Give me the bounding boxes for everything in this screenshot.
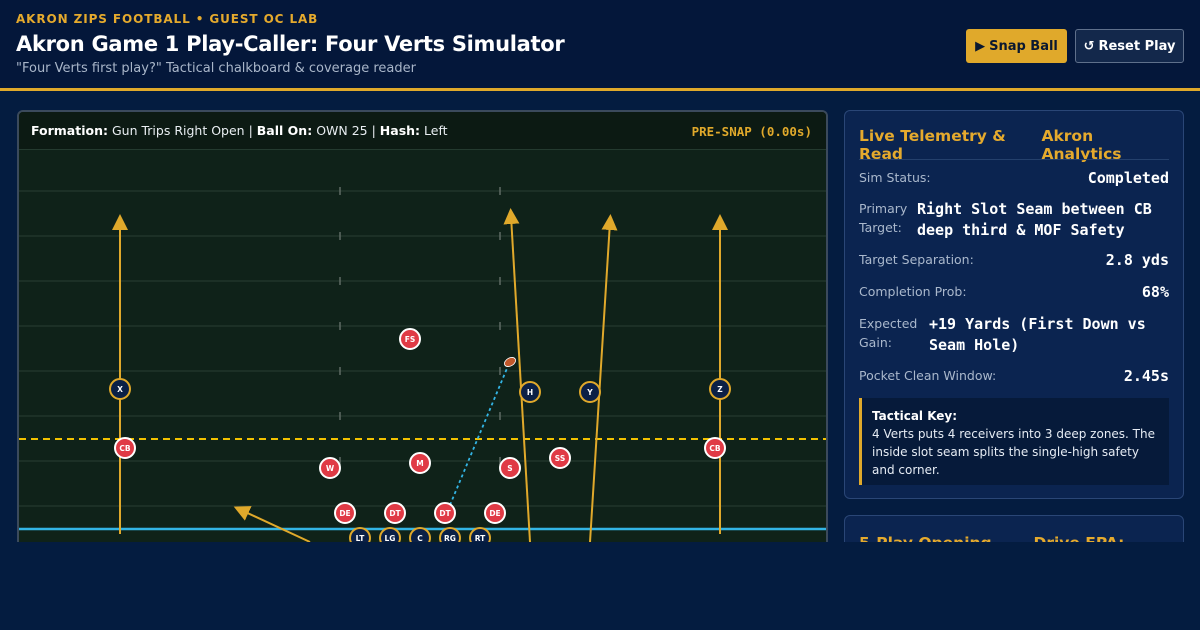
expected-gain-value: +19 Yards (First Down vs Seam Hole) xyxy=(929,315,1146,354)
primary-target-row: Primary Target: Right Slot Seam between … xyxy=(859,199,1169,241)
route-y-seam xyxy=(589,214,618,543)
svg-text:S: S xyxy=(507,464,512,473)
target-separation-label: Target Separation: xyxy=(859,252,974,267)
svg-text:CB: CB xyxy=(119,444,131,453)
svg-text:RT: RT xyxy=(475,534,486,543)
player-cb-right[interactable]: CB xyxy=(704,437,726,459)
field-panel: Formation: Gun Trips Right Open | Ball O… xyxy=(17,110,828,550)
snap-status: PRE-SNAP (0.00s) xyxy=(691,124,812,139)
svg-text:W: W xyxy=(326,464,335,473)
page-bottom-fill xyxy=(0,542,1200,630)
route-h-seam xyxy=(503,208,531,543)
player-dt-right[interactable]: DT xyxy=(434,502,456,524)
telemetry-panel: Live Telemetry & Read Akron Analytics Si… xyxy=(844,110,1184,499)
pocket-window-label: Pocket Clean Window: xyxy=(859,368,997,383)
yard-lines xyxy=(19,190,826,507)
svg-text:LG: LG xyxy=(385,534,396,543)
tactical-key-text: 4 Verts puts 4 receivers into 3 deep zon… xyxy=(872,427,1156,477)
target-separation-row: Target Separation: 2.8 yds xyxy=(859,250,1169,271)
svg-text:FS: FS xyxy=(405,335,416,344)
svg-text:Z: Z xyxy=(717,385,723,394)
telemetry-title: Live Telemetry & Read xyxy=(859,127,1006,163)
telemetry-brand: Akron Analytics xyxy=(1041,127,1122,163)
player-h[interactable]: H xyxy=(519,381,541,403)
expected-gain-row: Expected Gain: +19 Yards (First Down vs … xyxy=(859,314,1169,356)
completion-prob-value: 68% xyxy=(1141,283,1169,301)
svg-text:X: X xyxy=(117,385,123,394)
player-dt-left[interactable]: DT xyxy=(384,502,406,524)
formation-label: Formation: xyxy=(31,123,108,138)
svg-text:Y: Y xyxy=(586,388,593,397)
pass-trajectory xyxy=(449,365,509,506)
player-fs[interactable]: FS xyxy=(399,328,421,350)
snap-ball-label: Snap Ball xyxy=(989,38,1058,54)
player-s[interactable]: S xyxy=(499,457,521,479)
reset-play-label: Reset Play xyxy=(1098,38,1176,54)
player-cb-left[interactable]: CB xyxy=(114,437,136,459)
hash-label: Hash: xyxy=(379,123,421,138)
route-rb-flat xyxy=(233,506,311,543)
svg-text:LT: LT xyxy=(356,534,366,543)
telemetry-header: Live Telemetry & Read Akron Analytics xyxy=(859,127,1169,163)
svg-text:H: H xyxy=(527,388,533,397)
reset-icon: ↺ xyxy=(1083,38,1095,54)
svg-text:M: M xyxy=(416,459,423,468)
divider xyxy=(859,159,1169,160)
completion-prob-label: Completion Prob: xyxy=(859,284,967,299)
play-chalkboard[interactable]: FS CB CB W M S SS DE DT DT DE X H Y Z LT… xyxy=(19,150,826,550)
svg-text:DT: DT xyxy=(439,509,451,518)
svg-text:DE: DE xyxy=(339,509,350,518)
player-m[interactable]: M xyxy=(409,452,431,474)
eyebrow-label: AKRON ZIPS FOOTBALL • GUEST OC LAB xyxy=(16,12,319,26)
completion-prob-row: Completion Prob: 68% xyxy=(859,282,1169,303)
snap-ball-button[interactable]: ▶ Snap Ball xyxy=(966,29,1067,63)
tactical-key-title: Tactical Key: xyxy=(872,409,958,423)
page-subtitle: "Four Verts first play?" Tactical chalkb… xyxy=(16,61,416,76)
formation-value: Gun Trips Right Open xyxy=(111,123,245,138)
ball-on-value: OWN 25 xyxy=(316,123,368,138)
sim-status-label: Sim Status: xyxy=(859,170,931,185)
play-icon: ▶ xyxy=(975,38,986,54)
player-y[interactable]: Y xyxy=(579,381,601,403)
primary-target-label: Primary Target: xyxy=(859,201,908,235)
formation-bar: Formation: Gun Trips Right Open | Ball O… xyxy=(19,112,826,150)
pocket-window-value: 2.45s xyxy=(1123,367,1169,385)
player-x[interactable]: X xyxy=(109,378,131,400)
svg-text:DT: DT xyxy=(389,509,401,518)
player-z[interactable]: Z xyxy=(709,378,731,400)
svg-text:RG: RG xyxy=(444,534,456,543)
sim-status-row: Sim Status: Completed xyxy=(859,168,1169,189)
app-header: AKRON ZIPS FOOTBALL • GUEST OC LAB Akron… xyxy=(0,0,1200,91)
svg-text:SS: SS xyxy=(555,454,565,463)
player-de-right[interactable]: DE xyxy=(484,502,506,524)
svg-text:DE: DE xyxy=(489,509,500,518)
player-w[interactable]: W xyxy=(319,457,341,479)
hash-value: Left xyxy=(424,123,448,138)
pocket-window-row: Pocket Clean Window: 2.45s xyxy=(859,366,1169,387)
svg-text:C: C xyxy=(417,534,423,543)
player-de-left[interactable]: DE xyxy=(334,502,356,524)
expected-gain-label: Expected Gain: xyxy=(859,316,918,350)
page-title: Akron Game 1 Play-Caller: Four Verts Sim… xyxy=(16,32,565,56)
football-icon xyxy=(504,357,516,367)
player-ss[interactable]: SS xyxy=(549,447,571,469)
tactical-key: Tactical Key: 4 Verts puts 4 receivers i… xyxy=(859,398,1169,485)
primary-target-value: Right Slot Seam between CB deep third & … xyxy=(917,200,1152,239)
sim-status-value: Completed xyxy=(1087,169,1169,187)
target-separation-value: 2.8 yds xyxy=(1105,251,1169,269)
reset-play-button[interactable]: ↺ Reset Play xyxy=(1075,29,1184,63)
svg-text:CB: CB xyxy=(709,444,721,453)
ball-on-label: Ball On: xyxy=(256,123,313,138)
